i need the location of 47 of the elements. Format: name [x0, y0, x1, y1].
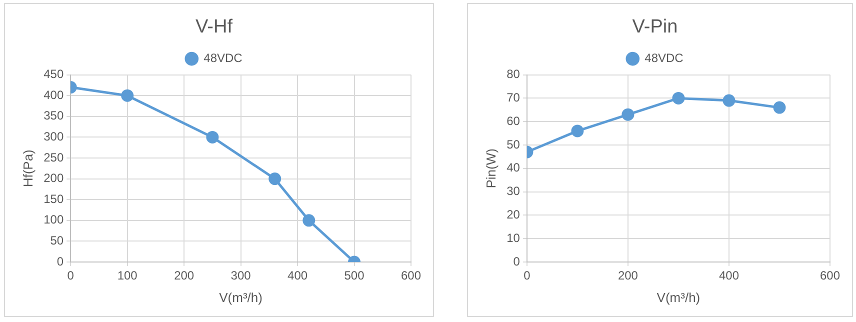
y-tick-label: 20 [506, 208, 520, 222]
y-tick-label: 30 [506, 184, 520, 198]
legend-label: 48VDC [644, 51, 684, 66]
x-tick-label: 200 [174, 268, 194, 283]
x-tick-label: 600 [820, 268, 840, 283]
point [571, 124, 584, 138]
y-tick-label: 100 [44, 212, 64, 227]
x-axis-title: V(m³/h) [656, 290, 700, 305]
y-tick-label: 0 [513, 254, 520, 268]
y-tick-label: 200 [44, 171, 64, 186]
y-tick-label: 0 [56, 254, 64, 268]
y-tick-label: 50 [50, 234, 64, 248]
x-tick-label: 600 [400, 268, 422, 283]
point [622, 108, 634, 121]
point [672, 92, 685, 104]
legend-label: 48VDC [204, 51, 243, 66]
chart-title: V-Pin [632, 16, 678, 38]
point [302, 214, 316, 227]
point [121, 89, 134, 102]
x-tick-label: 400 [718, 268, 740, 283]
y-tick-label: 70 [506, 90, 520, 105]
y-tick-label: 450 [44, 67, 64, 82]
y-tick-label: 400 [44, 88, 64, 102]
x-tick-label: 100 [117, 268, 138, 283]
x-tick-label: 400 [288, 268, 308, 283]
y-axis-title: Hf(Pa) [20, 150, 36, 188]
chart-title: V-Hf [196, 16, 234, 38]
y-tick-label: 40 [506, 160, 520, 175]
point [722, 94, 736, 107]
point [268, 172, 282, 186]
point [773, 101, 786, 114]
point [206, 130, 219, 144]
y-axis-title: Pin(W) [483, 148, 498, 188]
y-tick-label: 80 [506, 67, 520, 82]
y-tick-label: 60 [506, 114, 520, 128]
x-axis-title: V(m³/h) [219, 290, 262, 305]
x-tick-label: 200 [618, 268, 638, 283]
y-tick-label: 10 [506, 230, 520, 245]
y-tick-label: 300 [44, 130, 64, 144]
y-tick-label: 50 [506, 137, 520, 152]
x-tick-label: 300 [230, 268, 252, 283]
x-tick-label: 0 [524, 268, 531, 283]
y-tick-label: 250 [44, 150, 64, 164]
x-tick-label: 500 [344, 268, 365, 283]
y-tick-label: 150 [44, 192, 64, 206]
y-tick-label: 350 [44, 108, 64, 123]
x-tick-label: 0 [67, 268, 74, 283]
